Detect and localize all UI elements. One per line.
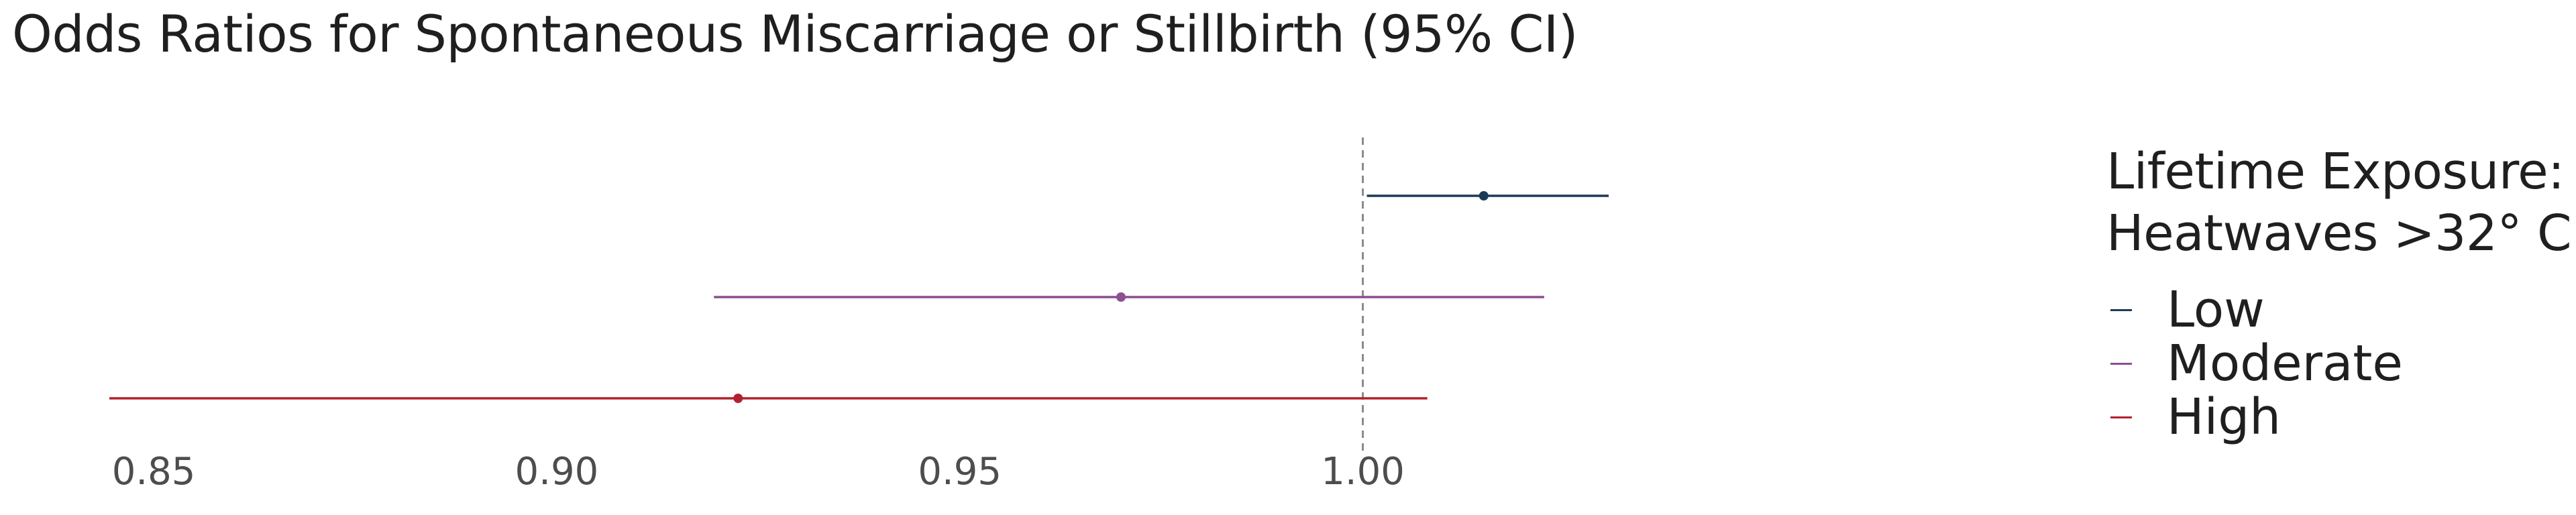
x-tick-label: 0.85	[112, 450, 196, 494]
legend-key-low	[2110, 308, 2132, 311]
point-estimate-low	[1479, 191, 1489, 201]
legend-label-low: Low	[2167, 281, 2265, 339]
legend-title-line-2: Heatwaves >32° C	[2106, 205, 2572, 262]
legend-label-high: High	[2167, 388, 2282, 446]
legend-title-line-1: Lifetime Exposure:	[2106, 143, 2565, 201]
chart-title: Odds Ratios for Spontaneous Miscarriage …	[12, 4, 1578, 64]
legend-key-high	[2110, 416, 2132, 418]
x-tick-label: 0.95	[918, 450, 1002, 494]
legend-item-high: High	[2106, 388, 2571, 446]
legend: Lifetime Exposure: Heatwaves >32° C Low …	[2106, 141, 2572, 446]
point-estimate-high	[733, 394, 743, 403]
x-tick-label: 1.00	[1321, 450, 1405, 494]
legend-item-moderate: Moderate	[2106, 335, 2571, 392]
legend-label-moderate: Moderate	[2167, 335, 2403, 392]
legend-item-low: Low	[2106, 281, 2571, 339]
x-tick-label: 0.90	[515, 450, 599, 494]
legend-items: Low Moderate High	[2106, 281, 2571, 446]
point-estimate-moderate	[1116, 292, 1126, 302]
legend-key-moderate	[2110, 362, 2132, 365]
